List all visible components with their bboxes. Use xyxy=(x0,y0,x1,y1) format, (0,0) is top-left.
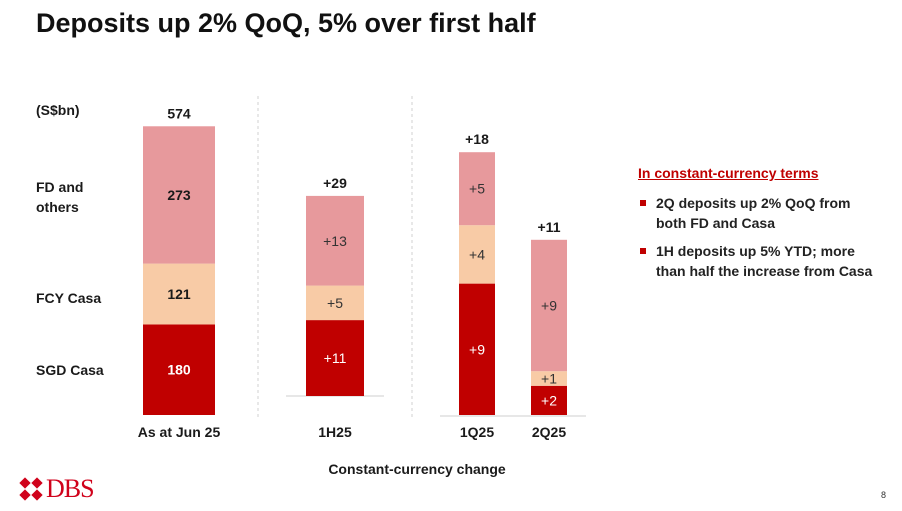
bar-segment-fd xyxy=(459,152,495,226)
data-label: +13 xyxy=(323,233,347,249)
unit-label: (S$bn) xyxy=(36,102,80,118)
bar-segment-fcy xyxy=(531,371,567,386)
category-label: 2Q25 xyxy=(532,424,566,440)
bar-segment-fcy xyxy=(143,263,215,325)
data-label: +9 xyxy=(469,341,485,357)
x-axis-title: Constant-currency change xyxy=(328,461,506,477)
row-label-fcy: FCY Casa xyxy=(36,290,101,306)
bar-segment-fd xyxy=(306,195,364,286)
data-label: +1 xyxy=(541,371,557,387)
row-label-sgd: SGD Casa xyxy=(36,362,104,378)
bar-segment-fcy xyxy=(459,225,495,284)
total-label: +11 xyxy=(538,219,561,235)
logo-text: DBS xyxy=(46,474,95,503)
page-number: 8 xyxy=(880,490,886,500)
total-label: +29 xyxy=(323,175,347,191)
data-label: +5 xyxy=(469,181,485,197)
bar-segment-sgd xyxy=(143,324,215,415)
commentary-list: 2Q deposits up 2% QoQ from both FD and C… xyxy=(638,193,878,281)
data-label: 273 xyxy=(167,187,191,203)
bar-segment-sgd xyxy=(306,320,364,396)
category-label: 1Q25 xyxy=(460,424,494,440)
data-label: 180 xyxy=(167,362,191,378)
row-label-fd: FD and xyxy=(36,179,83,195)
bar-segment-fcy xyxy=(306,285,364,321)
commentary-bullet: 2Q deposits up 2% QoQ from both FD and C… xyxy=(638,193,878,233)
bar-segment-sgd xyxy=(531,385,567,415)
dbs-logo: DBS xyxy=(18,474,95,503)
data-label: 121 xyxy=(167,286,191,302)
commentary-heading: In constant-currency terms xyxy=(638,165,819,181)
bar-segment-sgd xyxy=(459,283,495,415)
data-label: +9 xyxy=(541,298,557,314)
commentary-box: In constant-currency terms 2Q deposits u… xyxy=(638,163,878,289)
bar-segment-fd xyxy=(143,126,215,264)
dbs-star-icon xyxy=(19,477,43,501)
row-label-fd: others xyxy=(36,199,79,215)
category-label: 1H25 xyxy=(318,424,352,440)
bar-segment-fd xyxy=(531,239,567,372)
category-label: As at Jun 25 xyxy=(138,424,221,440)
total-label: 574 xyxy=(167,105,191,121)
commentary-bullet: 1H deposits up 5% YTD; more than half th… xyxy=(638,241,878,281)
page-title: Deposits up 2% QoQ, 5% over first half xyxy=(36,8,536,38)
total-label: +18 xyxy=(465,131,489,147)
data-label: +11 xyxy=(324,350,347,366)
data-label: +2 xyxy=(541,392,557,408)
data-label: +4 xyxy=(469,246,485,262)
data-label: +5 xyxy=(327,295,343,311)
